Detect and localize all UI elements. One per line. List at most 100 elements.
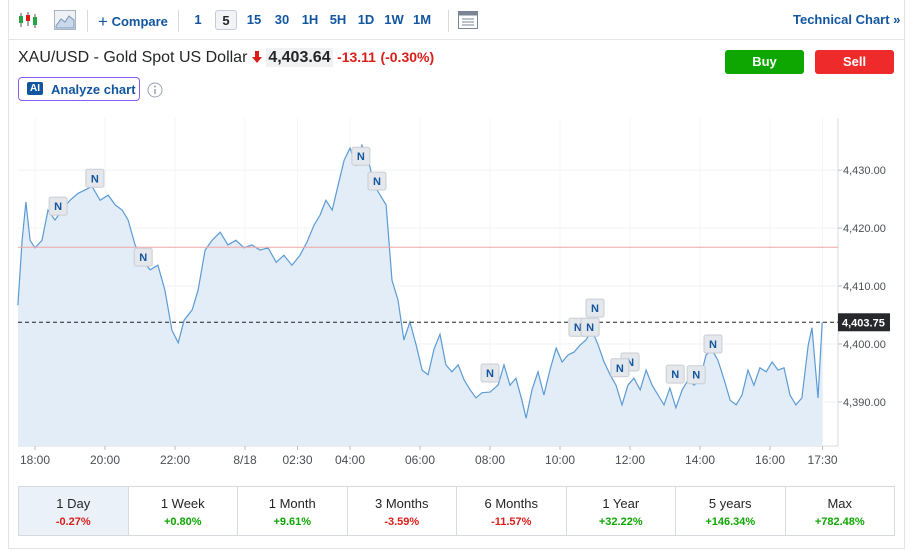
period-change: +782.48% — [814, 516, 865, 528]
news-marker — [480, 363, 500, 383]
x-tick-label: 04:00 — [335, 453, 365, 467]
period-label: 3 Months — [375, 496, 429, 511]
x-tick-label: 02:30 — [283, 453, 313, 467]
toolbar: + Compare 1 5 15 30 1H 5H 1D 1W 1M Technical Cha… — [8, 0, 905, 40]
period-cell[interactable]: 1 Month +9.61% — [238, 487, 348, 535]
x-tick-label: 08:00 — [475, 453, 505, 467]
info-icon[interactable] — [147, 82, 163, 98]
sell-button[interactable]: Sell — [815, 50, 894, 74]
news-marker-label: N — [139, 252, 147, 264]
y-tick-label: 4,410.00 — [843, 281, 886, 293]
news-marker — [665, 364, 685, 384]
period-label: Max — [827, 496, 853, 511]
news-marker — [85, 168, 105, 188]
period-label: 6 Months — [484, 496, 538, 511]
period-cell[interactable]: 6 Months -11.57% — [457, 487, 567, 535]
calendar-icon[interactable] — [458, 11, 478, 29]
period-change: -3.59% — [384, 516, 420, 528]
news-marker-label: N — [373, 176, 381, 188]
y-tick-label: 4,390.00 — [843, 397, 886, 409]
news-marker — [367, 171, 387, 191]
period-cell[interactable]: Max +782.48% — [786, 487, 895, 535]
x-tick-label: 14:00 — [685, 453, 715, 467]
compare-label: Compare — [111, 14, 168, 29]
y-tick-label: 4,430.00 — [843, 165, 886, 177]
news-marker-label: N — [586, 322, 594, 334]
news-marker-label: N — [616, 363, 624, 375]
area-fill — [17, 145, 823, 446]
period-change: -0.27% — [55, 516, 91, 528]
news-marker-label: N — [54, 201, 62, 213]
period-label: 1 Month — [268, 496, 316, 511]
news-marker — [351, 146, 371, 166]
last-price-box — [838, 313, 890, 332]
ai-badge: AI — [27, 82, 43, 95]
y-tick-label: 4,400.00 — [843, 339, 886, 351]
analyze-label: Analyze chart — [51, 82, 136, 97]
interval-button[interactable]: 1H — [301, 12, 319, 27]
interval-button[interactable]: 5 — [215, 10, 237, 30]
analyze-chart-button[interactable]: AI Analyze chart — [18, 77, 140, 101]
x-tick-label: 16:00 — [755, 453, 785, 467]
period-cell[interactable]: 1 Day -0.27% — [19, 487, 129, 535]
period-label: 5 years — [708, 496, 752, 511]
compare-button[interactable]: + Compare — [98, 12, 168, 31]
period-change: -11.57% — [491, 516, 532, 528]
interval-button[interactable]: 30 — [274, 12, 290, 27]
price-change: -13.11 — [337, 49, 376, 65]
period-change: +32.22% — [598, 516, 643, 528]
technical-chart-link[interactable]: Technical Chart » — [793, 12, 901, 27]
x-tick-label: 17:30 — [808, 453, 838, 467]
news-marker-label: N — [692, 370, 700, 382]
period-label: 1 Day — [56, 496, 91, 511]
buy-button[interactable]: Buy — [725, 50, 804, 74]
x-tick-label: 22:00 — [160, 453, 190, 467]
news-marker-label: N — [591, 303, 599, 315]
period-cell[interactable]: 5 years +146.34% — [676, 487, 786, 535]
interval-button[interactable]: 1D — [357, 12, 375, 27]
news-marker-label: N — [626, 357, 634, 369]
price-change-percent: (-0.30%) — [380, 49, 435, 65]
x-tick-label: 12:00 — [615, 453, 645, 467]
widget-frame — [8, 0, 905, 549]
period-change: +9.61% — [273, 516, 312, 528]
x-tick-label: 10:00 — [545, 453, 575, 467]
news-marker — [610, 358, 630, 378]
period-change: +0.80% — [163, 516, 202, 528]
interval-button[interactable]: 1M — [412, 12, 432, 27]
interval-button[interactable]: 15 — [246, 12, 262, 27]
news-marker-label: N — [486, 368, 494, 380]
area-icon[interactable] — [54, 10, 76, 30]
x-tick-label: 20:00 — [90, 453, 120, 467]
down-arrow — [251, 51, 262, 63]
period-label: 1 Year — [602, 496, 640, 511]
interval-button[interactable]: 5H — [329, 12, 347, 27]
news-marker — [585, 298, 605, 318]
interval-button[interactable]: 1 — [194, 12, 202, 27]
period-cell[interactable]: 3 Months -3.59% — [348, 487, 457, 535]
interval-button[interactable]: 1W — [384, 12, 404, 27]
news-marker — [703, 334, 723, 354]
y-tick-label: 4,420.00 — [843, 223, 886, 235]
news-marker-label: N — [671, 369, 679, 381]
instrument-header: XAU/USD - Gold Spot US Dollar 4,403.64 -… — [18, 48, 435, 67]
last-price-label: 4,403.75 — [842, 317, 885, 329]
period-cell[interactable]: 1 Week +0.80% — [129, 487, 238, 535]
x-tick-label: 06:00 — [405, 453, 435, 467]
candles-icon[interactable] — [18, 11, 38, 29]
news-marker-label: N — [91, 173, 99, 185]
x-tick-label: 8/18 — [233, 453, 257, 467]
news-marker — [48, 196, 68, 216]
x-tick-label: 18:00 — [20, 453, 50, 467]
period-label: 1 Week — [160, 496, 205, 511]
news-marker — [580, 317, 600, 337]
instrument-title: XAU/USD - Gold Spot US Dollar — [18, 49, 248, 66]
news-marker-label: N — [574, 322, 582, 334]
period-change: +146.34% — [705, 516, 756, 528]
news-marker-label: N — [709, 339, 717, 351]
news-marker — [133, 247, 153, 267]
period-cell[interactable]: 1 Year +32.22% — [567, 487, 676, 535]
news-marker — [686, 365, 706, 385]
